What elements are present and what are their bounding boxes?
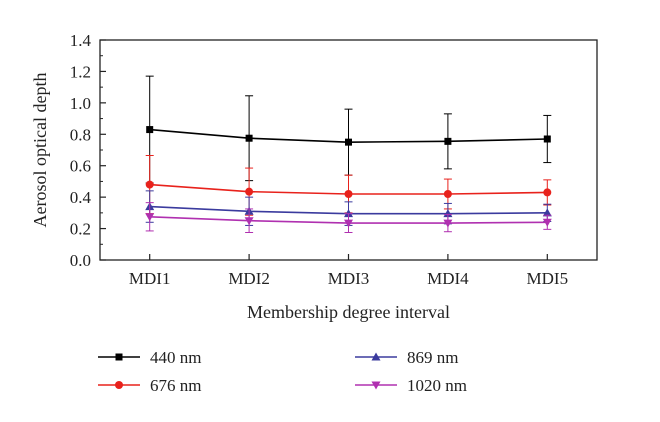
y-tick-label: 1.2 [70, 62, 91, 81]
legend-label: 676 nm [150, 376, 201, 395]
legend-entry: 440 nm [98, 348, 201, 367]
data-point [145, 180, 154, 189]
data-point [344, 190, 353, 198]
data-point [345, 138, 352, 146]
legend-label: 1020 nm [407, 376, 467, 395]
data-point [444, 137, 452, 145]
legend-entry: 1020 nm [355, 376, 467, 395]
legend-label: 440 nm [150, 348, 201, 367]
legend: 440 nm 676 nm 869 nm 1020 nm [98, 348, 467, 395]
data-point [146, 126, 154, 134]
y-tick-label: 0.8 [70, 125, 91, 144]
x-tick-label: MDI4 [427, 269, 469, 288]
x-tick-label: MDI1 [129, 269, 171, 288]
data-point [443, 219, 453, 228]
series-1 [145, 75, 552, 184]
data-point [543, 135, 551, 143]
data-point [244, 217, 254, 226]
legend-entry: 676 nm [98, 376, 201, 395]
y-axis-ticks: 0.0 0.2 0.4 0.6 0.8 1.0 1.2 1.4 [70, 31, 106, 270]
legend-entry: 869 nm [355, 348, 458, 367]
x-axis-title: Membership degree interval [247, 302, 450, 322]
data-point [245, 134, 253, 142]
legend-marker [371, 381, 381, 390]
data-point [344, 219, 353, 228]
x-tick-label: MDI2 [228, 269, 270, 288]
data-point [443, 209, 453, 218]
series-4 [145, 202, 552, 233]
y-tick-label: 0.4 [70, 188, 92, 207]
data-point [245, 187, 254, 196]
data-point [443, 190, 452, 198]
y-tick-label: 0.2 [70, 220, 91, 239]
series-2 [145, 155, 552, 216]
x-tick-label: MDI5 [527, 269, 569, 288]
y-tick-label: 0.0 [70, 251, 91, 270]
x-axis-ticks: MDI1 MDI2 MDI3 MDI4 MDI5 [129, 254, 568, 288]
legend-label: 869 nm [407, 348, 458, 367]
x-tick-label: MDI3 [328, 269, 370, 288]
y-tick-label: 0.6 [70, 157, 91, 176]
data-point [542, 218, 552, 227]
data-point [145, 213, 155, 222]
legend-marker [115, 381, 123, 389]
y-tick-label: 1.0 [70, 94, 91, 113]
y-tick-label: 1.4 [70, 31, 92, 50]
legend-marker [371, 352, 381, 361]
data-point [543, 188, 552, 197]
series [145, 75, 552, 233]
data-point [542, 208, 552, 217]
legend-marker [115, 353, 123, 361]
y-axis-title: Aerosol optical depth [30, 73, 50, 228]
